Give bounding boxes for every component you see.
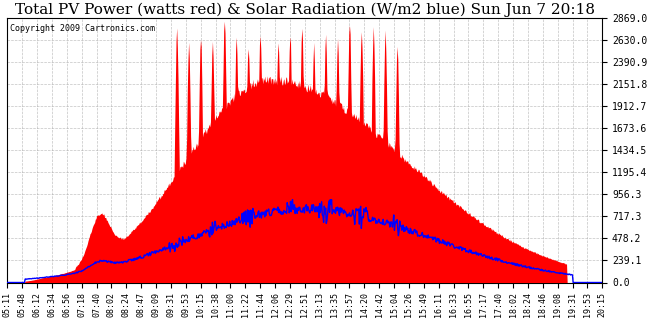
Text: Copyright 2009 Cartronics.com: Copyright 2009 Cartronics.com bbox=[10, 24, 155, 33]
Title: Total PV Power (watts red) & Solar Radiation (W/m2 blue) Sun Jun 7 20:18: Total PV Power (watts red) & Solar Radia… bbox=[15, 3, 595, 17]
